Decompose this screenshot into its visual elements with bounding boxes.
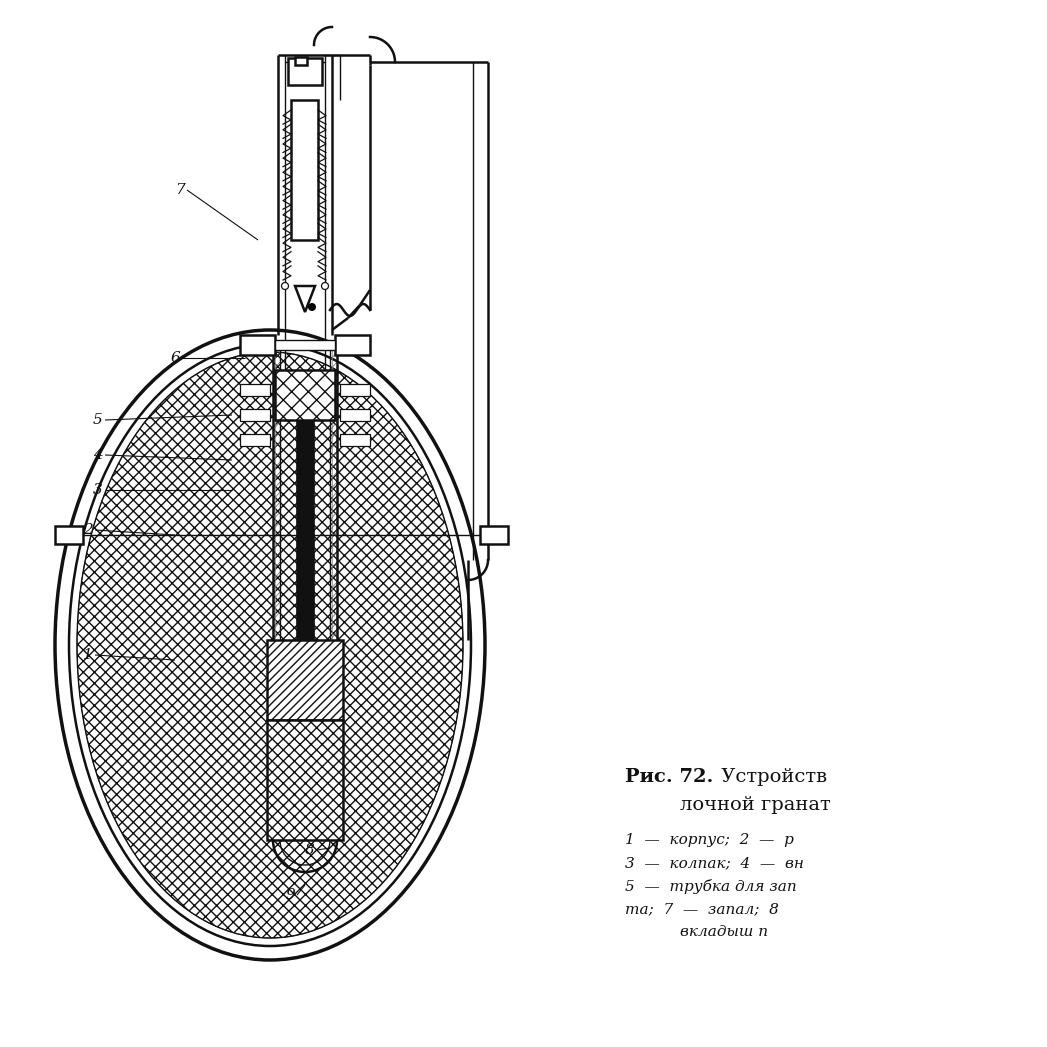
Text: вкладыш п: вкладыш п bbox=[680, 925, 768, 939]
Bar bbox=[267, 720, 343, 840]
Circle shape bbox=[282, 283, 289, 290]
Text: Рис. 72.: Рис. 72. bbox=[625, 768, 713, 786]
Text: 1  —  корпус;  2  —  р: 1 — корпус; 2 — р bbox=[625, 833, 794, 847]
Bar bbox=[291, 101, 318, 240]
Bar bbox=[296, 395, 314, 640]
Bar bbox=[240, 435, 270, 446]
Bar bbox=[288, 58, 322, 85]
Text: 5: 5 bbox=[93, 413, 103, 427]
Bar bbox=[275, 370, 335, 420]
Bar bbox=[55, 526, 83, 544]
Text: 7: 7 bbox=[175, 183, 185, 197]
Text: 2: 2 bbox=[83, 524, 93, 537]
Polygon shape bbox=[295, 286, 315, 312]
Text: 3  —  колпак;  4  —  вн: 3 — колпак; 4 — вн bbox=[625, 856, 804, 870]
Bar bbox=[275, 340, 335, 350]
Bar bbox=[340, 409, 370, 421]
Text: Устройств: Устройств bbox=[715, 768, 827, 786]
Bar bbox=[480, 526, 508, 544]
Bar bbox=[340, 384, 370, 396]
Bar bbox=[240, 335, 275, 355]
Bar bbox=[340, 435, 370, 446]
Bar bbox=[267, 640, 343, 720]
Text: 5  —  трубка для зап: 5 — трубка для зап bbox=[625, 879, 797, 894]
Text: 1: 1 bbox=[83, 648, 93, 662]
Ellipse shape bbox=[77, 352, 463, 938]
Bar bbox=[335, 335, 370, 355]
Text: 3: 3 bbox=[93, 483, 103, 497]
Text: 8: 8 bbox=[305, 843, 315, 857]
Circle shape bbox=[321, 283, 329, 290]
Text: 6: 6 bbox=[170, 351, 180, 365]
Bar bbox=[295, 57, 307, 65]
Bar bbox=[240, 409, 270, 421]
Text: лочной гранат: лочной гранат bbox=[680, 796, 830, 814]
Bar bbox=[240, 384, 270, 396]
Text: 4: 4 bbox=[93, 448, 103, 462]
Text: та;  7  —  запал;  8: та; 7 — запал; 8 bbox=[625, 903, 779, 916]
Circle shape bbox=[308, 303, 316, 311]
Text: 9: 9 bbox=[285, 888, 295, 903]
